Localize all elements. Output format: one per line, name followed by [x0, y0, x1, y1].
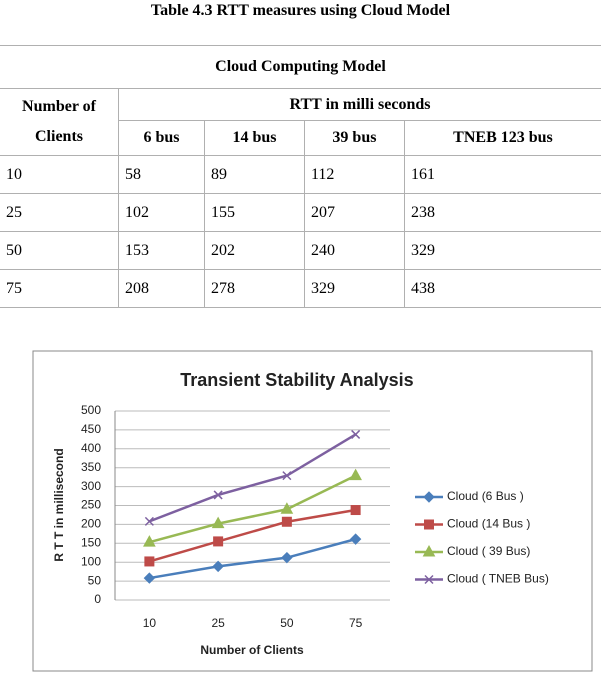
- table-cell: 75: [0, 269, 119, 308]
- legend-label: Cloud ( TNEB Bus): [447, 572, 549, 586]
- data-point: [282, 471, 292, 481]
- y-tick-label: 0: [94, 592, 101, 606]
- table-cell: 112: [303, 155, 405, 194]
- table-cell: 208: [118, 269, 205, 308]
- table-cell: 278: [203, 269, 305, 308]
- chart: Transient Stability Analysis Number of C…: [32, 350, 593, 672]
- group-header: RTT in milli seconds: [118, 88, 601, 121]
- data-point: [280, 502, 294, 514]
- table-row: 50 153 202 240 329: [0, 231, 601, 270]
- data-point: [143, 572, 156, 584]
- chart-title: Transient Stability Analysis: [180, 370, 413, 390]
- data-point: [143, 535, 156, 547]
- table-cell: 102: [118, 193, 205, 232]
- table-cell: 329: [303, 269, 405, 308]
- legend-marker: [422, 544, 436, 557]
- data-point: [350, 505, 361, 516]
- table-cell: 207: [303, 193, 405, 232]
- x-tick-label: 10: [143, 616, 157, 630]
- table-cell: 50: [0, 231, 119, 270]
- y-tick-label: 150: [81, 535, 101, 549]
- x-tick-label: 75: [349, 616, 363, 630]
- table-caption: Table 4.3 RTT measures using Cloud Model: [150, 2, 451, 19]
- table-cell: 155: [203, 193, 305, 232]
- data-point: [213, 536, 224, 547]
- data-point: [281, 516, 292, 527]
- legend-marker: [424, 574, 434, 585]
- series-line: [149, 537, 356, 580]
- y-tick-label: 300: [81, 479, 101, 493]
- table-cell: 58: [118, 155, 205, 194]
- table-cell: 89: [203, 155, 305, 194]
- x-tick-label: 50: [280, 616, 294, 630]
- y-tick-label: 350: [81, 460, 101, 474]
- table-cell: 438: [403, 269, 601, 308]
- y-axis-label: R T T in millisecond: [52, 448, 66, 561]
- table-row: 75 208 278 329 438: [0, 269, 601, 308]
- table-cell: 329: [403, 231, 601, 270]
- data-point: [349, 533, 362, 545]
- data-point: [144, 516, 154, 526]
- x-axis-label: Number of Clients: [200, 643, 304, 657]
- series-line: [149, 474, 357, 544]
- legend-label: Cloud ( 39 Bus): [447, 544, 530, 558]
- legend-marker: [423, 491, 435, 503]
- column-header: 39 bus: [303, 120, 405, 156]
- data-point: [351, 429, 361, 439]
- table-row: 10 58 89 112 161: [0, 155, 601, 194]
- y-tick-label: 250: [81, 498, 101, 512]
- y-tick-label: 50: [88, 573, 102, 587]
- table-cell: 240: [303, 231, 405, 270]
- column-header: 14 bus: [203, 120, 305, 156]
- y-tick-label: 500: [81, 403, 101, 417]
- series-line: [149, 508, 356, 563]
- series-line: [148, 433, 357, 523]
- legend-label: Cloud (6 Bus ): [447, 489, 524, 503]
- y-tick-label: 400: [81, 441, 101, 455]
- y-tick-label: 450: [81, 422, 101, 436]
- y-tick-label: 200: [81, 517, 101, 531]
- table-cell: 238: [403, 193, 601, 232]
- table-cell: 10: [0, 155, 119, 194]
- data-point: [212, 560, 224, 573]
- table-title: Cloud Computing Model: [0, 45, 601, 89]
- legend-label: Cloud (14 Bus ): [447, 517, 530, 531]
- table-cell: 202: [203, 231, 305, 270]
- table-cell: 153: [118, 231, 205, 270]
- table-cell: 161: [403, 155, 601, 194]
- table-row: 25 102 155 207 238: [0, 193, 601, 232]
- column-header: TNEB 123 bus: [403, 120, 601, 156]
- rtt-table: Cloud Computing Model Number of Clients …: [0, 45, 601, 308]
- data-point: [211, 516, 225, 529]
- data-point: [349, 468, 362, 481]
- y-tick-label: 100: [81, 554, 101, 568]
- legend-marker: [424, 519, 434, 530]
- table-cell: 25: [0, 193, 119, 232]
- column-header: 6 bus: [118, 120, 205, 156]
- chart-frame: [32, 350, 593, 672]
- row-header: Number of Clients: [0, 88, 119, 156]
- data-point: [144, 556, 155, 567]
- data-point: [281, 551, 293, 564]
- data-point: [213, 490, 223, 500]
- x-tick-label: 25: [211, 616, 225, 630]
